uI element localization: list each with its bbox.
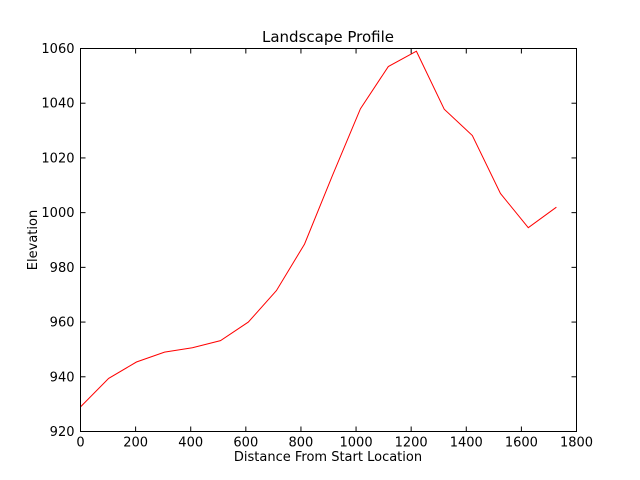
y-tick-label: 1040 <box>41 97 74 112</box>
elevation-line <box>80 50 557 408</box>
chart-title: Landscape Profile <box>262 28 394 46</box>
x-tick-label: 200 <box>123 436 148 451</box>
x-tick-label: 1000 <box>340 436 373 451</box>
y-tick-label: 1000 <box>41 206 74 221</box>
y-tick-label: 920 <box>50 425 75 440</box>
y-tick-label: 1020 <box>41 151 74 166</box>
y-axis-label: Elevation <box>26 210 41 270</box>
x-tick-label: 400 <box>178 436 203 451</box>
y-tick-label: 960 <box>50 316 75 331</box>
y-tick-label: 980 <box>50 261 75 276</box>
x-tick-label: 600 <box>233 436 258 451</box>
x-axis-label: Distance From Start Location <box>234 450 422 465</box>
x-tick-label: 1200 <box>395 436 428 451</box>
x-tick-label: 0 <box>76 436 84 451</box>
plot-frame <box>80 48 577 432</box>
x-tick-label: 800 <box>289 436 314 451</box>
y-tick-label: 1060 <box>41 42 74 57</box>
x-tick-label: 1400 <box>450 436 483 451</box>
x-tick-label: 1600 <box>505 436 538 451</box>
x-tick-label: 1800 <box>560 436 593 451</box>
y-tick-label: 940 <box>50 370 75 385</box>
